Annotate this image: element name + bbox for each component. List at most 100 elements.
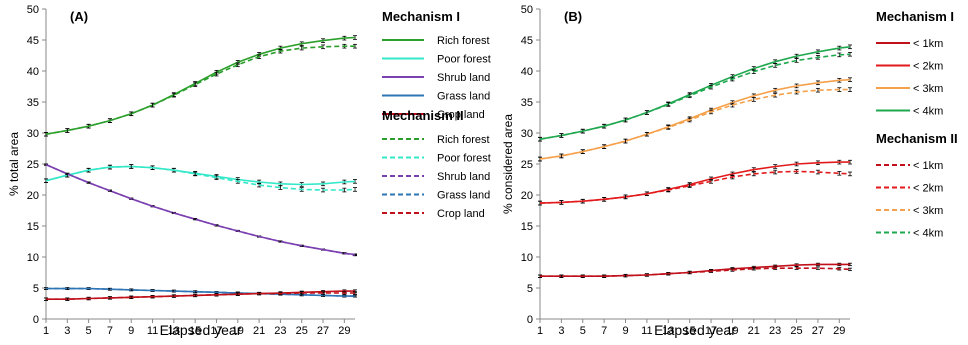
- x-tick-label: 13: [662, 325, 674, 337]
- legend-label: Rich forest: [437, 134, 490, 146]
- legend-label: < 3km: [913, 83, 943, 95]
- series-line: [45, 163, 356, 256]
- y-tick-label: 30: [521, 128, 533, 140]
- y-tick-label: 5: [527, 283, 533, 295]
- legend-label: < 3km: [913, 205, 943, 217]
- series-line: [45, 45, 355, 135]
- panel-label: (B): [564, 9, 582, 24]
- y-tick-label: 0: [33, 314, 39, 326]
- legend-label: Crop land: [437, 208, 485, 220]
- series-line: [539, 88, 850, 160]
- y-axis-title: % total area: [7, 132, 21, 196]
- y-tick-label: 0: [527, 314, 533, 326]
- legend-label: < 1km: [913, 160, 943, 172]
- y-tick-label: 45: [27, 35, 39, 47]
- legend-group-title: Mechanism I: [382, 9, 460, 24]
- panel-label: (A): [70, 9, 88, 24]
- y-axis-title: % considered area: [501, 114, 515, 214]
- x-tick-label: 29: [833, 325, 845, 337]
- y-tick-label: 15: [27, 221, 39, 233]
- series-line: [46, 292, 355, 301]
- x-tick-label: 13: [168, 325, 180, 337]
- x-tick-label: 15: [684, 325, 696, 337]
- y-tick-label: 10: [521, 252, 533, 264]
- series-line: [46, 287, 355, 297]
- series-line: [540, 263, 850, 278]
- x-tick-label: 17: [705, 325, 717, 337]
- series-line: [46, 290, 355, 301]
- series-line: [540, 267, 851, 278]
- legend-label: < 1km: [913, 38, 943, 50]
- legend-label: Shrub land: [437, 171, 490, 183]
- x-tick-label: 11: [147, 325, 158, 337]
- x-tick-label: 21: [253, 325, 265, 337]
- legend-group-title: Mechanism II: [876, 131, 958, 146]
- x-tick-label: 1: [537, 325, 543, 337]
- x-axis-title: Elapsed year: [160, 322, 242, 338]
- y-tick-label: 15: [521, 221, 533, 233]
- x-tick-label: 27: [812, 325, 824, 337]
- x-tick-label: 23: [274, 325, 286, 337]
- y-tick-label: 20: [27, 190, 39, 202]
- legend-group-title: Mechanism I: [876, 9, 954, 24]
- y-tick-label: 25: [521, 159, 533, 171]
- y-tick-label: 40: [27, 66, 39, 78]
- x-tick-label: 3: [64, 325, 70, 337]
- series-line: [45, 36, 356, 135]
- x-tick-label: 7: [601, 325, 607, 337]
- x-tick-label: 9: [622, 325, 628, 337]
- legend-label: < 2km: [913, 183, 943, 195]
- y-tick-label: 25: [27, 159, 39, 171]
- y-tick-label: 30: [27, 128, 39, 140]
- x-tick-label: 7: [107, 325, 113, 337]
- x-tick-label: 5: [86, 325, 92, 337]
- legend-label: Rich forest: [437, 35, 490, 47]
- series-line: [45, 165, 356, 191]
- legend-label: < 2km: [913, 61, 943, 73]
- x-axis-title: Elapsed year: [654, 322, 736, 338]
- x-tick-label: 25: [296, 325, 308, 337]
- series-line: [45, 165, 356, 186]
- y-tick-label: 40: [521, 66, 533, 78]
- series-line: [539, 53, 851, 140]
- x-tick-label: 19: [232, 325, 244, 337]
- x-tick-label: 29: [338, 325, 350, 337]
- x-tick-label: 3: [558, 325, 564, 337]
- x-tick-label: 1: [43, 325, 49, 337]
- legend-label: < 4km: [913, 228, 943, 240]
- legend-label: < 4km: [913, 106, 943, 118]
- legend-label: Grass land: [437, 190, 490, 202]
- series-line: [539, 170, 851, 204]
- y-tick-label: 10: [27, 252, 39, 264]
- x-tick-label: 9: [128, 325, 134, 337]
- legend-group-title: Mechanism II: [382, 108, 464, 123]
- x-tick-label: 23: [769, 325, 781, 337]
- series-line: [539, 46, 851, 140]
- legend-label: Poor forest: [437, 54, 491, 66]
- y-tick-label: 35: [27, 97, 39, 109]
- series-line: [539, 161, 850, 204]
- y-tick-label: 35: [521, 97, 533, 109]
- y-tick-label: 20: [521, 190, 533, 202]
- series-line: [539, 78, 851, 160]
- x-tick-label: 17: [210, 325, 222, 337]
- y-tick-label: 50: [521, 4, 533, 16]
- legend-label: Crop land: [437, 109, 485, 121]
- legend-label: Poor forest: [437, 153, 491, 165]
- y-tick-label: 45: [521, 35, 533, 47]
- x-tick-label: 11: [641, 325, 652, 337]
- x-tick-label: 19: [726, 325, 738, 337]
- x-tick-label: 5: [580, 325, 586, 337]
- x-tick-label: 25: [790, 325, 802, 337]
- legend-label: Grass land: [437, 91, 490, 103]
- y-tick-label: 50: [27, 4, 39, 16]
- y-tick-label: 5: [33, 283, 39, 295]
- x-tick-label: 21: [748, 325, 760, 337]
- x-tick-label: 27: [317, 325, 329, 337]
- series-line: [45, 163, 356, 256]
- x-tick-label: 15: [189, 325, 201, 337]
- legend-label: Shrub land: [437, 72, 490, 84]
